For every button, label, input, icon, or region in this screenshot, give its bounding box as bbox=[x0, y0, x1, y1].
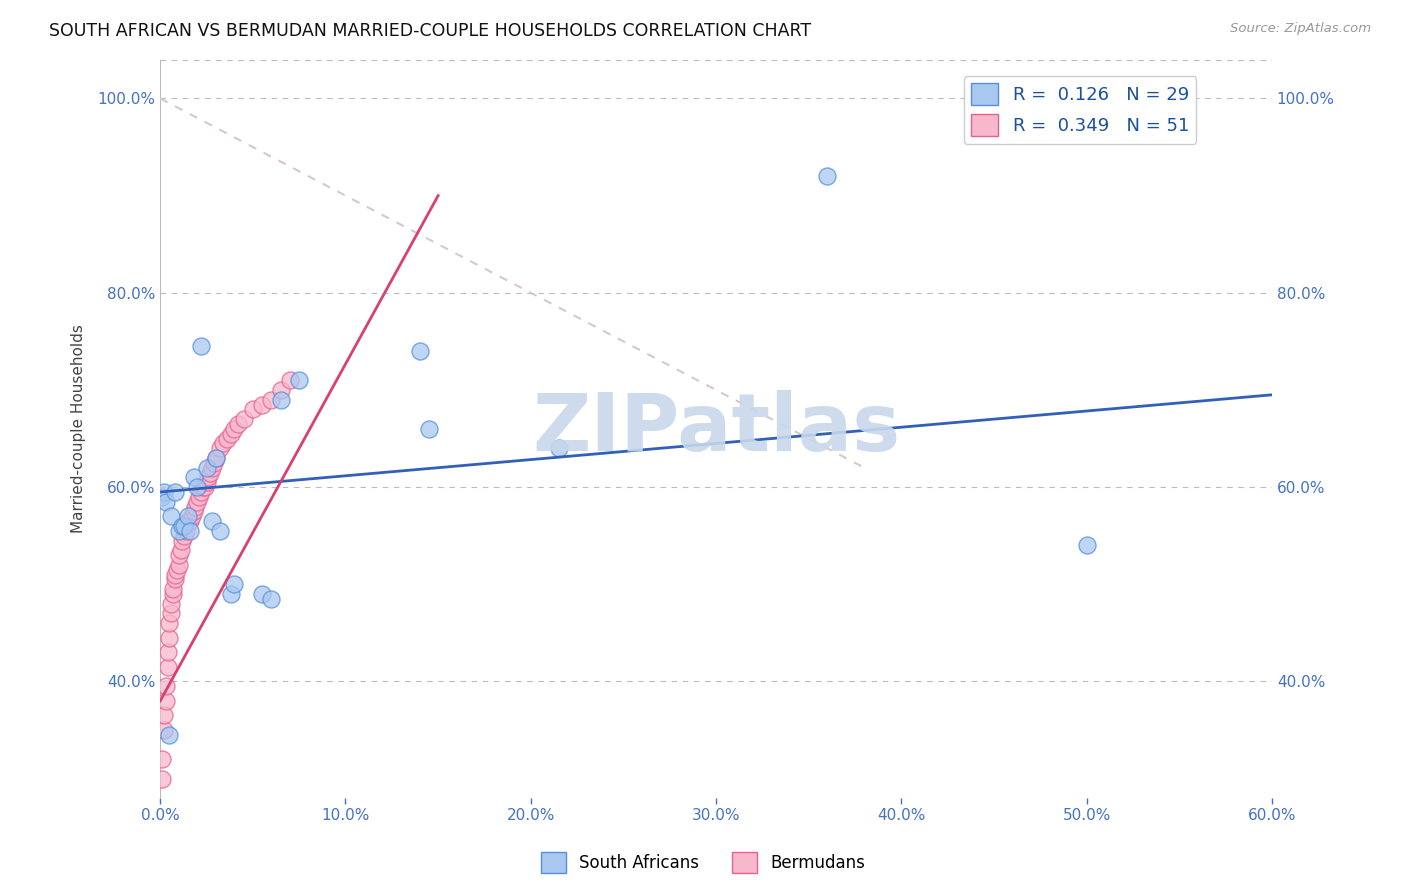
Point bbox=[183, 470, 205, 484]
Point bbox=[212, 436, 235, 450]
Point bbox=[200, 466, 222, 480]
Point bbox=[156, 660, 179, 674]
Point bbox=[201, 514, 224, 528]
Point bbox=[1076, 538, 1098, 552]
Point bbox=[195, 475, 218, 490]
Y-axis label: Married-couple Households: Married-couple Households bbox=[72, 325, 86, 533]
Point bbox=[153, 708, 176, 723]
Point bbox=[169, 543, 191, 558]
Point bbox=[155, 694, 177, 708]
Point bbox=[160, 509, 183, 524]
Point bbox=[184, 500, 207, 514]
Point bbox=[224, 577, 246, 591]
Point bbox=[159, 631, 181, 645]
Point bbox=[156, 645, 179, 659]
Point bbox=[208, 524, 231, 538]
Point bbox=[191, 480, 214, 494]
Point bbox=[219, 426, 242, 441]
Point bbox=[150, 752, 173, 766]
Point bbox=[208, 442, 231, 456]
Point bbox=[197, 470, 219, 484]
Point bbox=[250, 587, 273, 601]
Point bbox=[163, 573, 186, 587]
Point bbox=[174, 524, 197, 538]
Point bbox=[150, 490, 173, 504]
Point bbox=[204, 450, 226, 465]
Point bbox=[183, 504, 205, 518]
Point bbox=[180, 509, 202, 524]
Point bbox=[160, 607, 183, 621]
Point bbox=[186, 494, 208, 508]
Point bbox=[270, 392, 292, 407]
Point bbox=[242, 402, 264, 417]
Point bbox=[155, 679, 177, 693]
Point bbox=[153, 723, 176, 737]
Point bbox=[204, 450, 226, 465]
Point bbox=[162, 587, 184, 601]
Point bbox=[155, 494, 177, 508]
Point bbox=[194, 480, 217, 494]
Point bbox=[159, 728, 181, 742]
Point bbox=[159, 616, 181, 631]
Point bbox=[172, 533, 194, 548]
Point bbox=[278, 373, 301, 387]
Point bbox=[215, 432, 238, 446]
Point bbox=[163, 485, 186, 500]
Point bbox=[177, 509, 200, 524]
Point bbox=[173, 519, 195, 533]
Point bbox=[188, 490, 211, 504]
Point bbox=[224, 422, 246, 436]
Point bbox=[260, 591, 283, 606]
Point bbox=[177, 514, 200, 528]
Point bbox=[167, 558, 190, 572]
Point bbox=[166, 563, 188, 577]
Point bbox=[150, 772, 173, 786]
Point bbox=[186, 480, 208, 494]
Point bbox=[270, 383, 292, 397]
Point bbox=[167, 548, 190, 562]
Point bbox=[179, 524, 201, 538]
Point bbox=[195, 460, 218, 475]
Point bbox=[172, 519, 194, 533]
Point bbox=[547, 442, 569, 456]
Point bbox=[162, 582, 184, 596]
Text: ZIPatlas: ZIPatlas bbox=[531, 390, 900, 467]
Point bbox=[173, 529, 195, 543]
Point bbox=[179, 514, 201, 528]
Point bbox=[163, 567, 186, 582]
Point bbox=[418, 422, 440, 436]
Point bbox=[219, 587, 242, 601]
Point bbox=[153, 485, 176, 500]
Point bbox=[167, 524, 190, 538]
Point bbox=[408, 344, 430, 359]
Legend: R =  0.126   N = 29, R =  0.349   N = 51: R = 0.126 N = 29, R = 0.349 N = 51 bbox=[965, 76, 1197, 144]
Point bbox=[260, 392, 283, 407]
Point bbox=[202, 456, 225, 470]
Point bbox=[288, 373, 311, 387]
Point bbox=[190, 485, 212, 500]
Point bbox=[815, 169, 838, 184]
Text: Source: ZipAtlas.com: Source: ZipAtlas.com bbox=[1230, 22, 1371, 36]
Point bbox=[232, 412, 254, 426]
Point bbox=[201, 460, 224, 475]
Point bbox=[226, 417, 249, 431]
Text: SOUTH AFRICAN VS BERMUDAN MARRIED-COUPLE HOUSEHOLDS CORRELATION CHART: SOUTH AFRICAN VS BERMUDAN MARRIED-COUPLE… bbox=[49, 22, 811, 40]
Point bbox=[160, 597, 183, 611]
Point bbox=[190, 339, 212, 353]
Legend: South Africans, Bermudans: South Africans, Bermudans bbox=[534, 846, 872, 880]
Point bbox=[250, 398, 273, 412]
